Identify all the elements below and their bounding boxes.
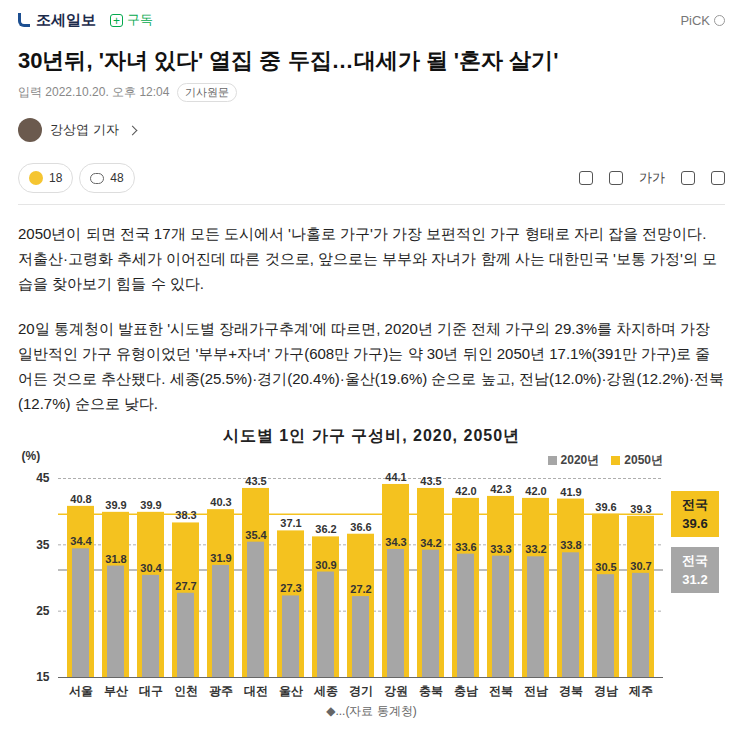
svg-text:15: 15 bbox=[36, 670, 50, 684]
svg-text:강원: 강원 bbox=[384, 684, 408, 698]
html-text:2050년: 2050년 bbox=[624, 453, 663, 467]
svg-text:경북: 경북 bbox=[559, 684, 583, 698]
html-text:기사원문: 기사원문 bbox=[185, 85, 230, 98]
svg-text:34.3: 34.3 bbox=[385, 536, 406, 548]
svg-text:충남: 충남 bbox=[454, 684, 478, 698]
html-text:전국: 전국 bbox=[682, 496, 708, 512]
svg-text:인천: 인천 bbox=[174, 684, 198, 698]
svg-text:27.3: 27.3 bbox=[280, 582, 301, 594]
html-text:강상엽 기자: 강상엽 기자 bbox=[50, 122, 119, 137]
svg-text:27.2: 27.2 bbox=[350, 583, 371, 595]
html-text:구독: 구독 bbox=[127, 12, 153, 27]
svg-text:34.4: 34.4 bbox=[70, 535, 92, 547]
svg-text:39.9: 39.9 bbox=[105, 499, 126, 511]
svg-text:31.9: 31.9 bbox=[210, 552, 231, 564]
html-text:전국: 전국 bbox=[682, 552, 708, 568]
svg-text:35: 35 bbox=[36, 538, 50, 552]
svg-text:전남: 전남 bbox=[524, 684, 548, 698]
svg-text:울산: 울산 bbox=[279, 684, 303, 698]
svg-text:37.1: 37.1 bbox=[280, 517, 301, 529]
html-text:30년뒤, '자녀 있다' 열집 중 두집…대세가 될 '혼: 30년뒤, '자녀 있다' 열집 중 두집…대세가 될 '혼자 살기' bbox=[18, 48, 559, 73]
svg-text:36.6: 36.6 bbox=[350, 521, 371, 533]
svg-text:충북: 충북 bbox=[419, 684, 443, 698]
svg-text:44.1: 44.1 bbox=[385, 471, 406, 483]
svg-text:33.8: 33.8 bbox=[560, 539, 581, 551]
svg-text:33.2: 33.2 bbox=[525, 543, 546, 555]
svg-text:39.6: 39.6 bbox=[595, 501, 616, 513]
svg-text:(%): (%) bbox=[22, 449, 41, 463]
svg-text:31.8: 31.8 bbox=[105, 553, 126, 565]
html-text:39.6: 39.6 bbox=[682, 515, 708, 531]
svg-text:43.5: 43.5 bbox=[420, 475, 441, 487]
svg-text:30.7: 30.7 bbox=[630, 560, 651, 572]
svg-text:30.5: 30.5 bbox=[595, 561, 616, 573]
svg-text:34.2: 34.2 bbox=[420, 537, 441, 549]
svg-text:30.9: 30.9 bbox=[315, 559, 336, 571]
svg-text:33.3: 33.3 bbox=[490, 543, 511, 555]
html-text:20일 통계청이 발표한 '시도별 장래가구추계'에 따르면: 20일 통계청이 발표한 '시도별 장래가구추계'에 따르면, 2020년 기준… bbox=[18, 320, 724, 412]
svg-text:제주: 제주 bbox=[628, 684, 653, 698]
svg-text:세종: 세종 bbox=[313, 684, 338, 698]
html-text:가가: 가가 bbox=[639, 170, 665, 185]
svg-text:42.0: 42.0 bbox=[525, 485, 546, 497]
svg-text:38.3: 38.3 bbox=[175, 509, 196, 521]
html-text:◆...(자료 통계청): ◆...(자료 통계청) bbox=[326, 704, 417, 718]
svg-text:대전: 대전 bbox=[244, 684, 268, 698]
html-text:시도별 1인 가구 구성비, 2020, 2050년: 시도별 1인 가구 구성비, 2020, 2050년 bbox=[222, 427, 521, 444]
svg-text:33.6: 33.6 bbox=[455, 541, 476, 553]
svg-text:서울: 서울 bbox=[69, 684, 93, 698]
svg-text:35.4: 35.4 bbox=[245, 529, 267, 541]
html-text:2050년이 되면 전국 17개 모든 도시에서 '나홀로: 2050년이 되면 전국 17개 모든 도시에서 '나홀로 가구'가 가장 보편… bbox=[18, 225, 718, 292]
html-text:48: 48 bbox=[110, 171, 124, 185]
svg-text:부산: 부산 bbox=[104, 684, 128, 698]
svg-text:40.8: 40.8 bbox=[70, 493, 91, 505]
svg-text:43.5: 43.5 bbox=[245, 475, 266, 487]
svg-text:39.3: 39.3 bbox=[630, 503, 651, 515]
svg-text:전북: 전북 bbox=[489, 684, 513, 698]
html-text:18: 18 bbox=[49, 171, 63, 185]
html-text:2020년: 2020년 bbox=[560, 453, 600, 467]
html-text:입력 2022.10.20. 오후 12:04: 입력 2022.10.20. 오후 12:04 bbox=[18, 84, 170, 99]
svg-text:25: 25 bbox=[36, 604, 50, 618]
html-text:조세일보: 조세일보 bbox=[36, 10, 96, 28]
html-text:31.2: 31.2 bbox=[682, 571, 708, 587]
svg-text:39.9: 39.9 bbox=[140, 499, 161, 511]
svg-text:36.2: 36.2 bbox=[315, 523, 336, 535]
svg-text:40.3: 40.3 bbox=[210, 496, 231, 508]
svg-text:42.3: 42.3 bbox=[490, 483, 511, 495]
svg-text:42.0: 42.0 bbox=[455, 485, 476, 497]
svg-text:광주: 광주 bbox=[209, 684, 233, 698]
svg-text:30.4: 30.4 bbox=[140, 562, 162, 574]
svg-text:경남: 경남 bbox=[594, 684, 618, 698]
svg-text:27.7: 27.7 bbox=[175, 580, 196, 592]
svg-text:45: 45 bbox=[36, 471, 50, 485]
html-text:PiCK: PiCK bbox=[680, 12, 710, 28]
svg-text:대구: 대구 bbox=[139, 684, 163, 698]
svg-text:경기: 경기 bbox=[349, 684, 373, 698]
svg-text:41.9: 41.9 bbox=[560, 486, 581, 498]
